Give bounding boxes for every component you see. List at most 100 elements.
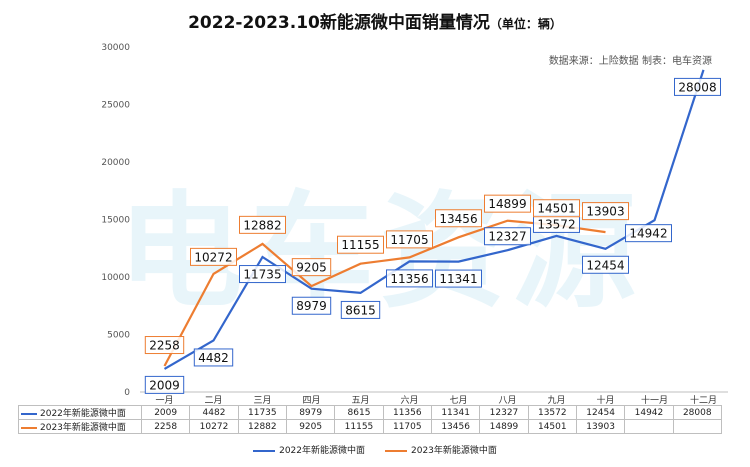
series-line-2 bbox=[163, 219, 606, 367]
legend-swatch bbox=[21, 426, 37, 429]
table-cell: 12882 bbox=[237, 419, 287, 434]
data-label: 10272 bbox=[194, 250, 232, 264]
data-label: 11341 bbox=[439, 272, 477, 286]
x-tick-label: 四月 bbox=[302, 395, 320, 406]
table-row: 2023年新能源微中面 2258 10272 12882 9205 11155 11705 1… bbox=[18, 419, 722, 434]
data-label: 8615 bbox=[345, 303, 376, 317]
table-cell: 28008 bbox=[672, 405, 722, 420]
legend-item: 2023年新能源微中面 bbox=[385, 446, 497, 456]
table-cell: 2258 bbox=[140, 419, 191, 434]
legend: 2022年新能源微中面 2023年新能源微中面 bbox=[0, 443, 750, 456]
table-row: 2022年新能源微中面 2009 4482 11735 8979 8615 11356 113… bbox=[18, 405, 722, 420]
y-tick-label: 25000 bbox=[101, 101, 130, 111]
data-label: 14501 bbox=[537, 202, 575, 216]
table-cell: 14899 bbox=[479, 419, 529, 434]
table-cell: 2009 bbox=[140, 405, 191, 420]
table-cell: 8615 bbox=[334, 405, 384, 420]
table-cell: 11705 bbox=[382, 419, 432, 434]
data-label: 2258 bbox=[149, 339, 180, 353]
data-label-box bbox=[239, 215, 286, 234]
x-tick-label: 九月 bbox=[547, 395, 565, 406]
data-label: 11356 bbox=[390, 272, 428, 286]
table-row-label: 2022年新能源微中面 bbox=[18, 405, 142, 420]
x-tick-label: 六月 bbox=[400, 394, 418, 406]
data-label: 11705 bbox=[390, 233, 428, 247]
y-tick-label: 10000 bbox=[101, 273, 130, 283]
x-tick-label: 十二月 bbox=[690, 394, 717, 406]
legend-line bbox=[385, 449, 407, 452]
data-label: 4482 bbox=[198, 351, 229, 365]
data-label-box bbox=[625, 224, 672, 243]
legend-item: 2022年新能源微中面 bbox=[253, 446, 365, 456]
table-cell: 14942 bbox=[624, 405, 674, 420]
data-label-box bbox=[291, 258, 332, 277]
data-label-box bbox=[435, 269, 482, 288]
data-label-box bbox=[484, 194, 531, 213]
data-label-box bbox=[144, 375, 185, 394]
data-label: 11735 bbox=[243, 268, 281, 282]
table-cell bbox=[624, 419, 674, 434]
data-label: 13456 bbox=[439, 212, 477, 226]
data-label-box bbox=[291, 296, 332, 315]
table-cell: 13456 bbox=[430, 419, 481, 434]
table-cell: 9205 bbox=[285, 419, 336, 434]
data-label-box bbox=[193, 348, 234, 367]
table-cell: 8979 bbox=[285, 405, 336, 420]
x-tick-label: 十一月 bbox=[641, 394, 668, 406]
data-label: 14942 bbox=[629, 227, 667, 241]
table-cell bbox=[672, 419, 722, 434]
data-label: 9205 bbox=[296, 261, 327, 275]
data-label: 13572 bbox=[537, 217, 575, 231]
data-label-box bbox=[533, 199, 580, 218]
x-tick-label: 一月 bbox=[155, 395, 173, 406]
data-label: 13903 bbox=[586, 205, 624, 219]
y-tick-label: 30000 bbox=[101, 43, 130, 53]
x-tick-label: 七月 bbox=[449, 395, 467, 406]
y-tick-label: 0 bbox=[124, 388, 130, 398]
y-tick-label: 20000 bbox=[101, 158, 130, 168]
series-name: 2023年新能源微中面 bbox=[40, 423, 126, 433]
table-row-label: 2023年新能源微中面 bbox=[18, 419, 142, 434]
table-cell: 13903 bbox=[575, 419, 626, 434]
legend-swatch bbox=[21, 412, 37, 415]
data-label-box bbox=[340, 300, 381, 319]
chart-title: 2022-2023.10新能源微中面销量情况（单位：辆） bbox=[0, 8, 750, 33]
table-cell: 11356 bbox=[382, 405, 432, 420]
data-label-box bbox=[582, 202, 629, 221]
data-table: 2022年新能源微中面 2009 4482 11735 8979 8615 11356 113… bbox=[18, 405, 722, 434]
data-label-box bbox=[337, 235, 384, 254]
data-label-box bbox=[144, 336, 185, 355]
legend-label: 2022年新能源微中面 bbox=[279, 446, 365, 456]
y-tick-label: 15000 bbox=[101, 216, 130, 226]
table-cell: 11735 bbox=[237, 405, 287, 420]
data-label: 12882 bbox=[243, 218, 281, 232]
legend-line bbox=[253, 449, 276, 452]
title-main: 2022-2023.10新能源微中面销量情况 bbox=[188, 13, 490, 33]
x-tick-label: 十月 bbox=[596, 394, 614, 406]
data-label-box bbox=[239, 265, 286, 284]
data-label: 14899 bbox=[488, 197, 526, 211]
data-label-box bbox=[190, 247, 237, 266]
y-tick-label: 5000 bbox=[107, 331, 130, 341]
x-tick-label: 二月 bbox=[204, 395, 222, 406]
x-tick-label: 八月 bbox=[498, 395, 516, 406]
data-label: 11155 bbox=[341, 238, 379, 252]
data-label: 28008 bbox=[678, 80, 716, 94]
table-cell: 12454 bbox=[575, 405, 626, 420]
table-cell: 4482 bbox=[189, 405, 239, 420]
table-cell: 11341 bbox=[430, 405, 481, 420]
x-tick-label: 五月 bbox=[351, 395, 369, 406]
data-label-box bbox=[674, 77, 721, 96]
data-label-box bbox=[582, 255, 629, 274]
table-cell: 12327 bbox=[479, 405, 529, 420]
table-cell: 11155 bbox=[334, 419, 384, 434]
data-label: 8979 bbox=[296, 299, 327, 313]
title-unit: （单位：辆） bbox=[489, 17, 562, 31]
data-label-box bbox=[435, 209, 482, 228]
data-label-box bbox=[484, 227, 531, 246]
series-name: 2022年新能源微中面 bbox=[40, 409, 126, 419]
legend-label: 2023年新能源微中面 bbox=[411, 446, 497, 456]
x-tick-label: 三月 bbox=[253, 395, 271, 406]
